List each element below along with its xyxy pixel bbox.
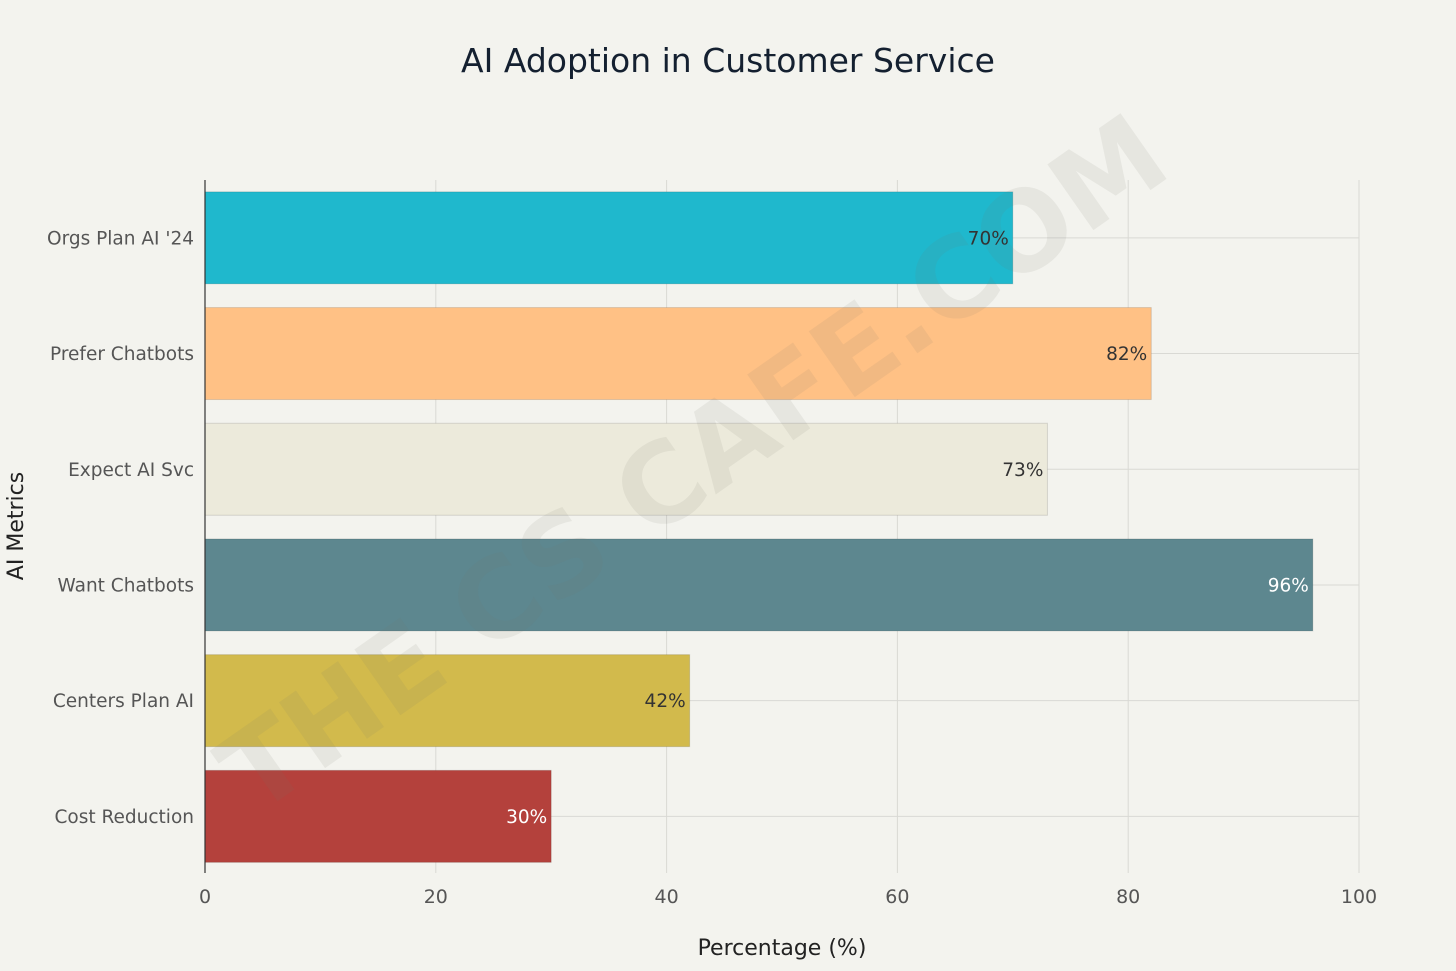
bar xyxy=(204,307,1152,401)
data-label: 70% xyxy=(968,228,1009,249)
data-label: 73% xyxy=(1002,460,1043,481)
chart-title: AI Adoption in Customer Service xyxy=(461,41,995,80)
x-tick-label: 0 xyxy=(199,886,211,908)
y-category-label: Prefer Chatbots xyxy=(50,344,194,365)
y-category-label: Centers Plan AI xyxy=(53,691,194,712)
x-tick-label: 60 xyxy=(885,886,909,908)
data-label: 42% xyxy=(645,691,686,712)
x-tick-label: 80 xyxy=(1116,886,1140,908)
data-labels: 70% 82% 73% 96% 42% 30% xyxy=(506,228,1309,828)
y-category-label: Orgs Plan AI '24 xyxy=(47,228,194,249)
y-axis-title: AI Metrics xyxy=(4,472,29,580)
y-category-label: Want Chatbots xyxy=(58,575,195,596)
x-tick-label: 100 xyxy=(1341,886,1377,908)
x-tick-label: 20 xyxy=(424,886,448,908)
data-label: 30% xyxy=(506,807,547,828)
y-category-label: Cost Reduction xyxy=(55,807,195,828)
y-category-label: Expect AI Svc xyxy=(68,460,194,481)
bar xyxy=(204,191,1014,285)
data-label: 82% xyxy=(1106,344,1147,365)
x-tick-label: 40 xyxy=(655,886,679,908)
axes: 0 20 40 60 80 100 Orgs Plan AI '24 Prefer Chatb… xyxy=(47,180,1377,908)
bar xyxy=(204,654,691,748)
data-label: 96% xyxy=(1268,575,1309,596)
x-axis-title: Percentage (%) xyxy=(698,936,867,961)
bar xyxy=(204,769,552,863)
bar xyxy=(204,538,1314,632)
